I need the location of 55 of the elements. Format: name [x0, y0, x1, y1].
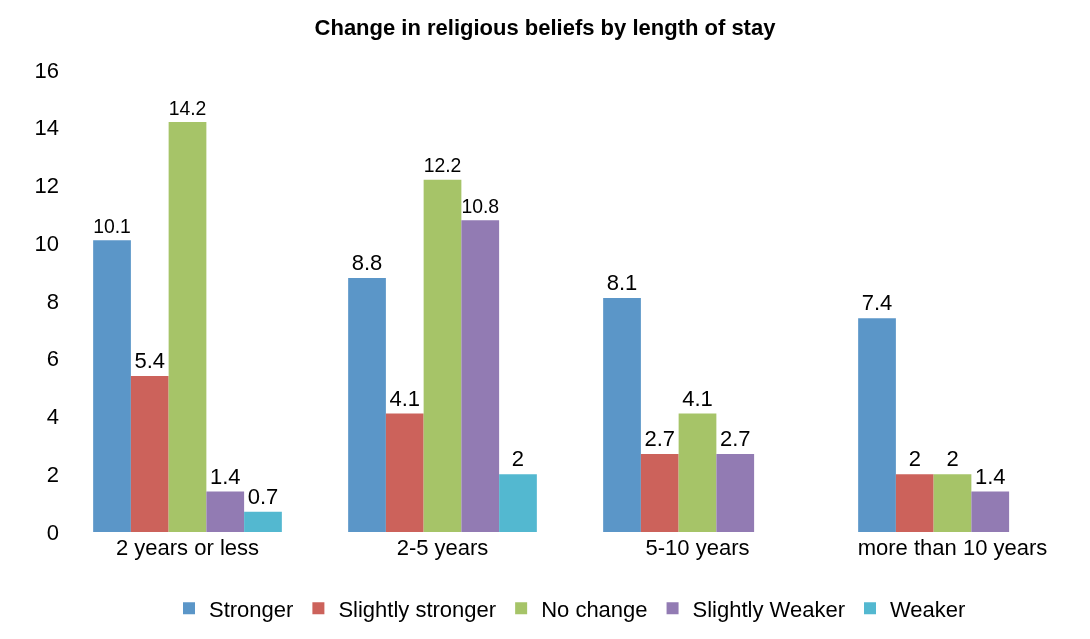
- data-label: 0.7: [247, 483, 279, 509]
- legend-label: No change: [541, 596, 648, 622]
- legend-label: Slightly Weaker: [692, 596, 845, 622]
- bar: [244, 511, 282, 532]
- data-label: 4.1: [682, 385, 713, 411]
- bar: [603, 298, 641, 532]
- bar: [858, 318, 896, 532]
- bar: [640, 454, 679, 532]
- data-label: 10.8: [461, 194, 500, 217]
- data-label: 4.1: [389, 385, 421, 411]
- x-tick-label: 2 years or less: [115, 535, 260, 560]
- data-label: 8.8: [351, 249, 383, 275]
- y-tick-label: 2: [46, 461, 59, 487]
- bar: [933, 474, 972, 532]
- data-label: 1.4: [974, 463, 1006, 489]
- chart-title: Change in religious beliefs by length of stay: [314, 14, 777, 40]
- bar: [385, 413, 424, 532]
- bar: [461, 220, 500, 532]
- data-label: 5.4: [134, 348, 166, 374]
- x-tick-label: more than 10 years: [857, 535, 1048, 560]
- bar: [168, 121, 207, 532]
- bar: [716, 454, 755, 532]
- y-tick-label: 4: [46, 404, 59, 430]
- y-tick-label: 14: [34, 115, 59, 141]
- data-label: 8.1: [606, 270, 638, 296]
- bar: [348, 277, 386, 532]
- data-label: 10.1: [93, 214, 131, 237]
- bar: [499, 474, 537, 532]
- data-label: 14.2: [168, 96, 207, 119]
- legend-label: Stronger: [209, 596, 294, 622]
- data-label: 12.2: [423, 154, 462, 177]
- data-label: 2.7: [719, 426, 751, 452]
- y-tick-label: 12: [34, 173, 59, 199]
- y-tick-label: 6: [46, 346, 59, 372]
- bar: [971, 491, 1010, 532]
- x-tick-label: 5-10 years: [645, 535, 750, 560]
- bar: [678, 413, 717, 532]
- y-tick-label: 8: [46, 288, 59, 314]
- data-label: 2: [908, 446, 921, 472]
- data-label: 2: [946, 446, 959, 472]
- bar: [423, 179, 462, 532]
- bar: [206, 491, 245, 532]
- y-tick-label: 16: [34, 57, 59, 83]
- bar: [895, 474, 934, 532]
- legend-label: Weaker: [890, 596, 966, 622]
- x-tick-label: 2-5 years: [396, 535, 489, 560]
- y-tick-label: 10: [34, 230, 59, 256]
- data-label: 7.4: [861, 290, 893, 316]
- legend-label: Slightly stronger: [338, 596, 497, 622]
- data-label: 2.7: [644, 426, 676, 452]
- data-label: 1.4: [209, 463, 241, 489]
- bar: [130, 376, 169, 532]
- data-label: 2: [511, 446, 525, 472]
- y-tick-label: 0: [46, 519, 59, 545]
- bar: [93, 240, 131, 532]
